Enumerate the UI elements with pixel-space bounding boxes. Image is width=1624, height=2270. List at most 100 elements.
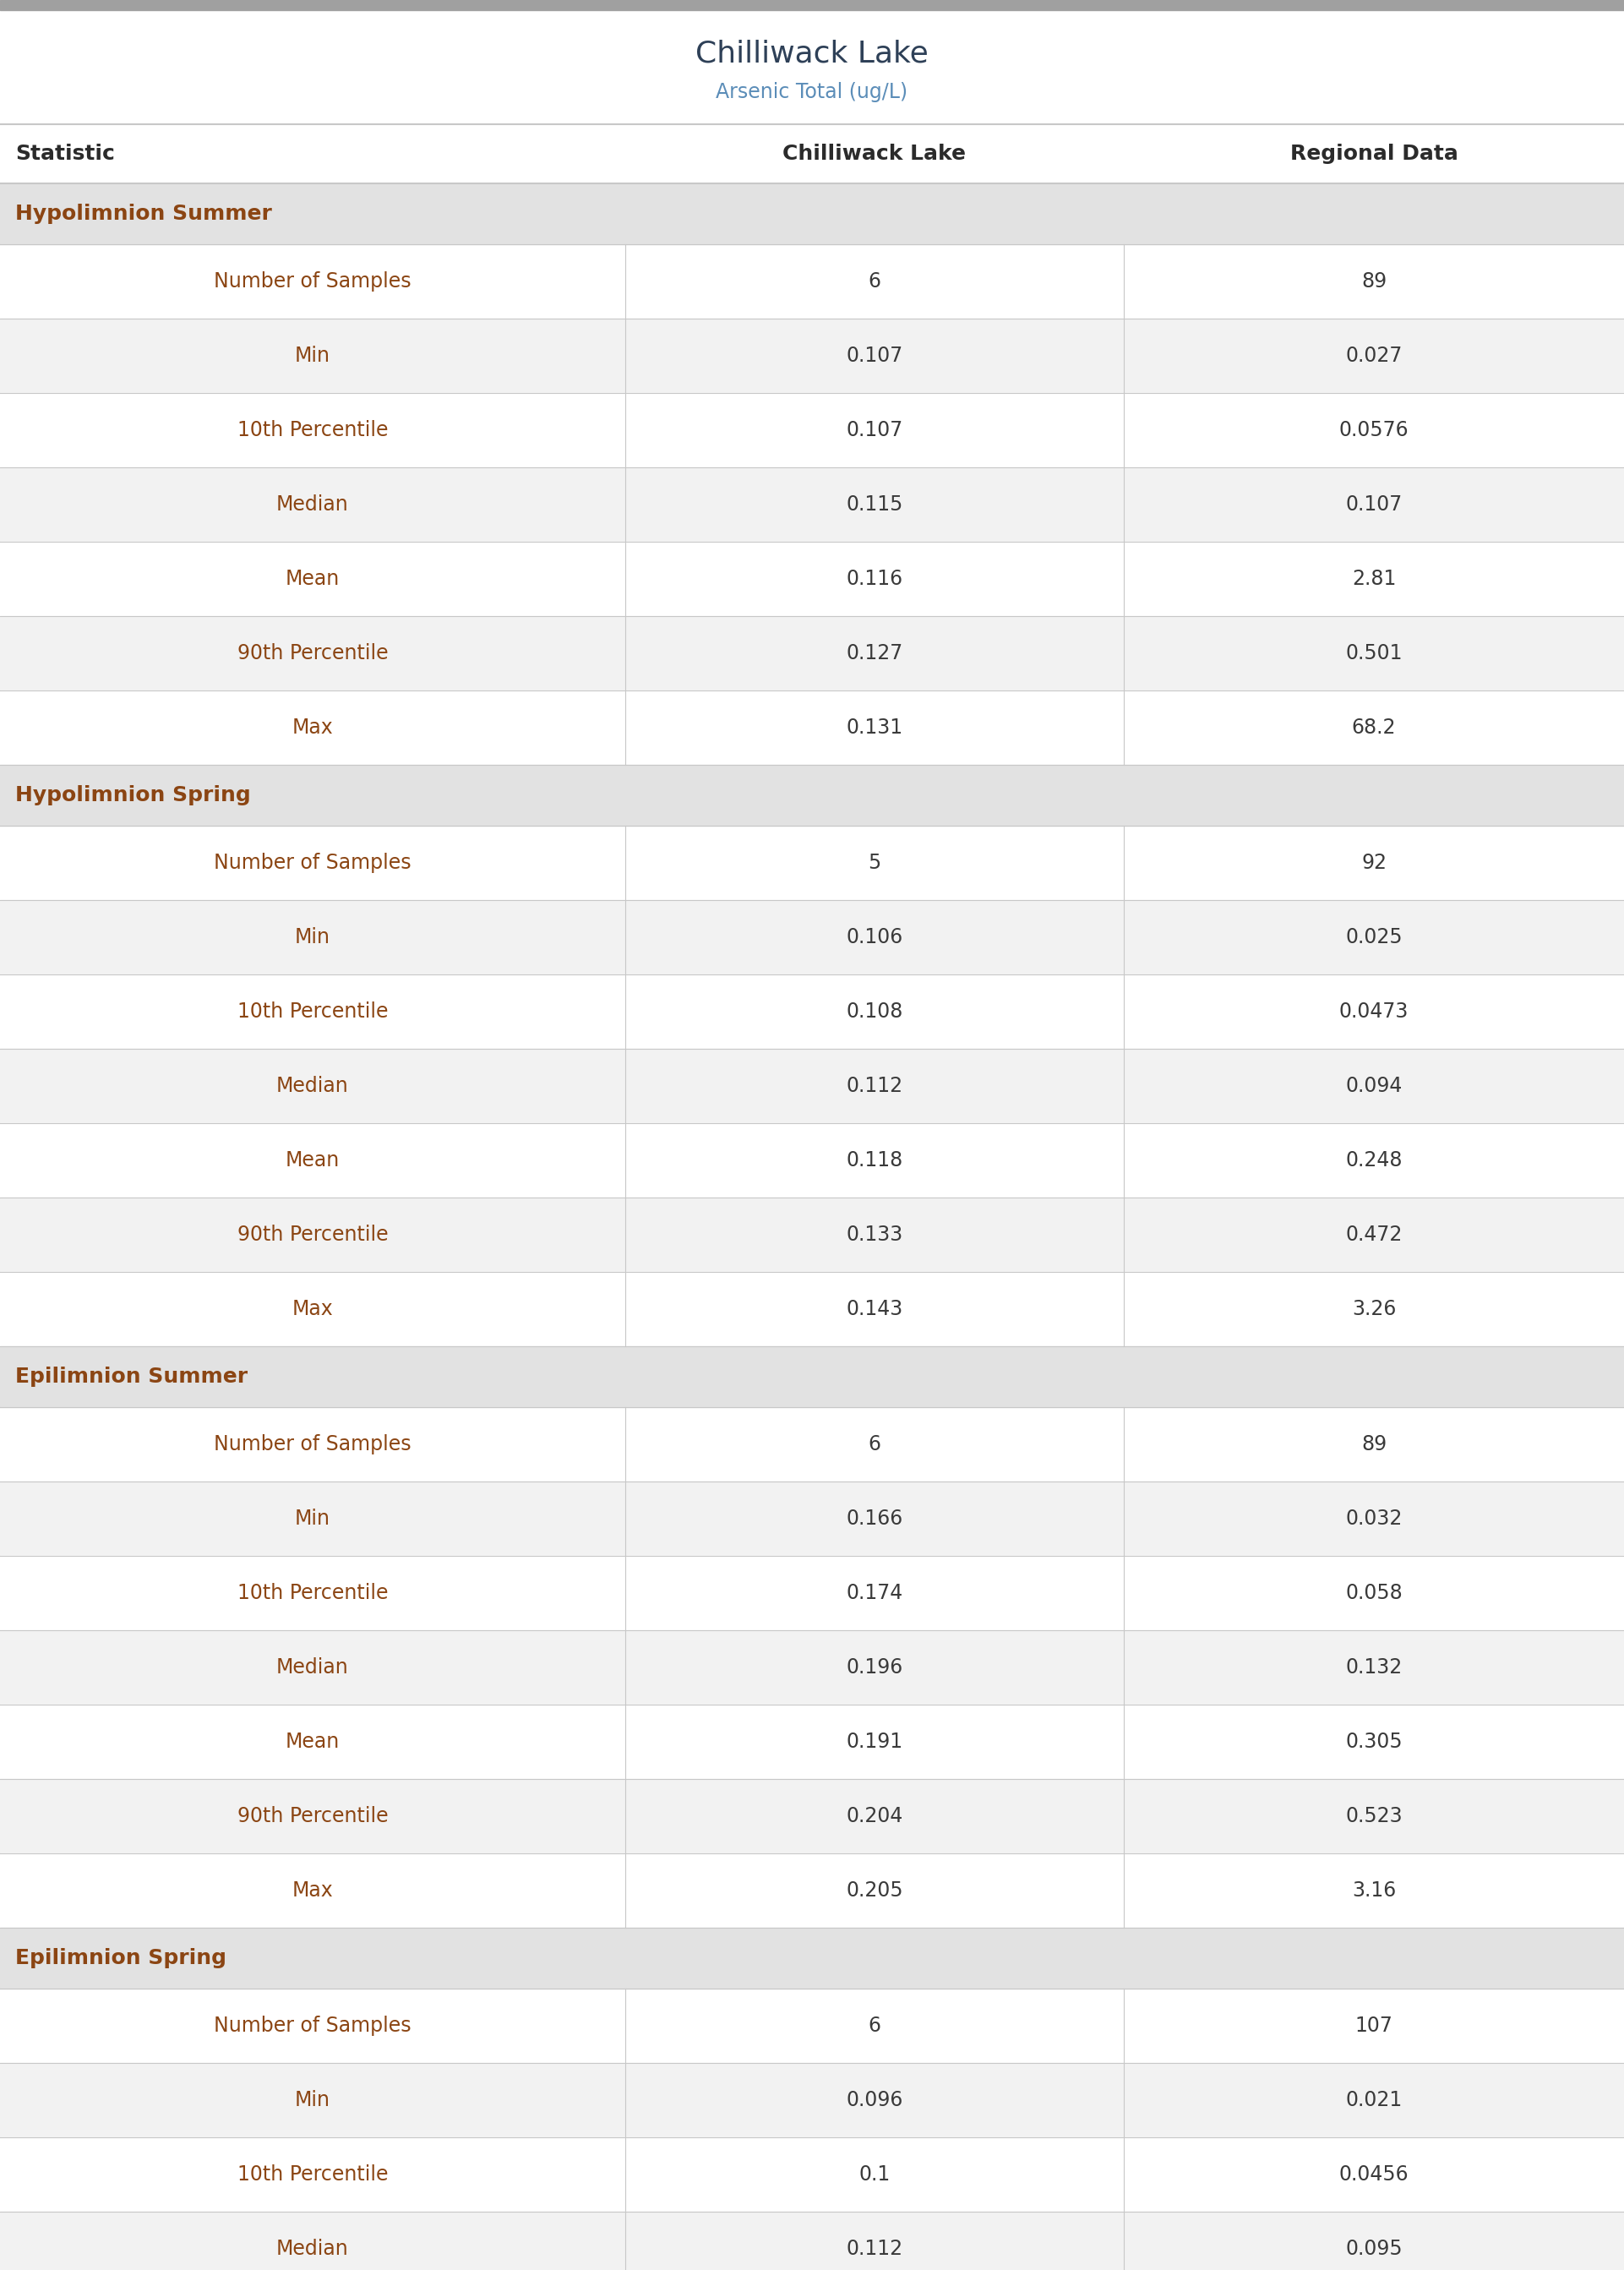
Text: 0.174: 0.174 [846, 1582, 903, 1603]
Text: 0.107: 0.107 [846, 420, 903, 440]
Text: 2.81: 2.81 [1351, 570, 1397, 588]
Bar [0, 1407, 1624, 1482]
Text: 0.131: 0.131 [846, 717, 903, 738]
Text: 6: 6 [869, 272, 880, 291]
Bar [0, 2211, 1624, 2270]
Text: 10th Percentile: 10th Percentile [237, 2163, 388, 2184]
Bar [0, 1271, 1624, 1346]
Text: 0.096: 0.096 [846, 2091, 903, 2111]
Text: Min: Min [296, 2091, 330, 2111]
Text: Number of Samples: Number of Samples [214, 854, 411, 874]
Bar [0, 826, 1624, 901]
Text: Number of Samples: Number of Samples [214, 2016, 411, 2036]
Text: 0.108: 0.108 [846, 1001, 903, 1022]
Text: 0.204: 0.204 [846, 1807, 903, 1827]
Bar [0, 543, 1624, 615]
Bar [0, 393, 1624, 468]
Bar [0, 125, 1624, 184]
Text: Median: Median [276, 2238, 349, 2259]
Bar [0, 1049, 1624, 1124]
Bar [0, 318, 1624, 393]
Text: Median: Median [276, 1076, 349, 1096]
Bar [0, 1630, 1624, 1705]
Bar [0, 245, 1624, 318]
Text: 0.132: 0.132 [1346, 1657, 1402, 1678]
Text: 90th Percentile: 90th Percentile [237, 1807, 388, 1827]
Text: 0.112: 0.112 [846, 1076, 903, 1096]
Text: Median: Median [276, 495, 349, 515]
Bar [0, 1927, 1624, 1989]
Text: 90th Percentile: 90th Percentile [237, 642, 388, 663]
Bar [0, 2138, 1624, 2211]
Text: Mean: Mean [286, 1151, 339, 1171]
Bar [0, 765, 1624, 826]
Bar [0, 468, 1624, 543]
Text: 6: 6 [869, 2016, 880, 2036]
Text: 0.248: 0.248 [1345, 1151, 1403, 1171]
Bar [0, 2063, 1624, 2138]
Text: Max: Max [292, 717, 333, 738]
Text: 0.133: 0.133 [846, 1224, 903, 1244]
Bar [0, 1989, 1624, 2063]
Bar [0, 974, 1624, 1049]
Text: 0.127: 0.127 [846, 642, 903, 663]
Text: 0.112: 0.112 [846, 2238, 903, 2259]
Text: 0.027: 0.027 [1345, 345, 1403, 365]
Text: Hypolimnion Summer: Hypolimnion Summer [15, 204, 271, 225]
Text: 3.26: 3.26 [1351, 1298, 1397, 1319]
Text: 0.032: 0.032 [1345, 1510, 1403, 1528]
Text: 0.107: 0.107 [1346, 495, 1402, 515]
Text: 0.025: 0.025 [1345, 926, 1403, 947]
Text: 0.143: 0.143 [846, 1298, 903, 1319]
Text: 107: 107 [1354, 2016, 1393, 2036]
Text: 89: 89 [1361, 272, 1387, 291]
Text: 0.196: 0.196 [846, 1657, 903, 1678]
Text: 0.0473: 0.0473 [1340, 1001, 1408, 1022]
Bar [0, 1555, 1624, 1630]
Text: 90th Percentile: 90th Percentile [237, 1224, 388, 1244]
Text: Min: Min [296, 345, 330, 365]
Text: Statistic: Statistic [15, 143, 115, 163]
Text: Epilimnion Summer: Epilimnion Summer [15, 1367, 248, 1387]
Bar [0, 1705, 1624, 1780]
Bar [0, 1482, 1624, 1555]
Text: 0.1: 0.1 [859, 2163, 890, 2184]
Text: Max: Max [292, 1880, 333, 1900]
Bar [0, 901, 1624, 974]
Text: Chilliwack Lake: Chilliwack Lake [783, 143, 966, 163]
Text: 0.472: 0.472 [1345, 1224, 1403, 1244]
Text: Number of Samples: Number of Samples [214, 272, 411, 291]
Text: 0.107: 0.107 [846, 345, 903, 365]
Text: 0.095: 0.095 [1345, 2238, 1403, 2259]
Text: 0.166: 0.166 [846, 1510, 903, 1528]
Text: Regional Data: Regional Data [1289, 143, 1458, 163]
Text: 0.058: 0.058 [1345, 1582, 1403, 1603]
Text: Hypolimnion Spring: Hypolimnion Spring [15, 785, 250, 806]
Bar [0, 1852, 1624, 1927]
Text: 92: 92 [1361, 854, 1387, 874]
Bar [0, 690, 1624, 765]
Text: Number of Samples: Number of Samples [214, 1435, 411, 1455]
Text: 68.2: 68.2 [1351, 717, 1397, 738]
Text: 0.115: 0.115 [846, 495, 903, 515]
Text: Chilliwack Lake: Chilliwack Lake [695, 39, 929, 68]
Text: Mean: Mean [286, 570, 339, 588]
Text: 6: 6 [869, 1435, 880, 1455]
Bar [0, 1346, 1624, 1407]
Text: 10th Percentile: 10th Percentile [237, 1582, 388, 1603]
Text: 0.501: 0.501 [1345, 642, 1403, 663]
Text: 0.0576: 0.0576 [1340, 420, 1408, 440]
Text: 0.191: 0.191 [846, 1732, 903, 1752]
Text: 3.16: 3.16 [1351, 1880, 1397, 1900]
Text: 0.021: 0.021 [1346, 2091, 1402, 2111]
Text: 0.0456: 0.0456 [1340, 2163, 1408, 2184]
Text: 0.305: 0.305 [1345, 1732, 1403, 1752]
Text: 0.523: 0.523 [1345, 1807, 1403, 1827]
Text: Max: Max [292, 1298, 333, 1319]
Text: 0.116: 0.116 [846, 570, 903, 588]
Bar [0, 1124, 1624, 1199]
Text: 0.094: 0.094 [1345, 1076, 1403, 1096]
Text: Arsenic Total (ug/L): Arsenic Total (ug/L) [716, 82, 908, 102]
Text: 0.118: 0.118 [846, 1151, 903, 1171]
Bar [0, 1780, 1624, 1852]
